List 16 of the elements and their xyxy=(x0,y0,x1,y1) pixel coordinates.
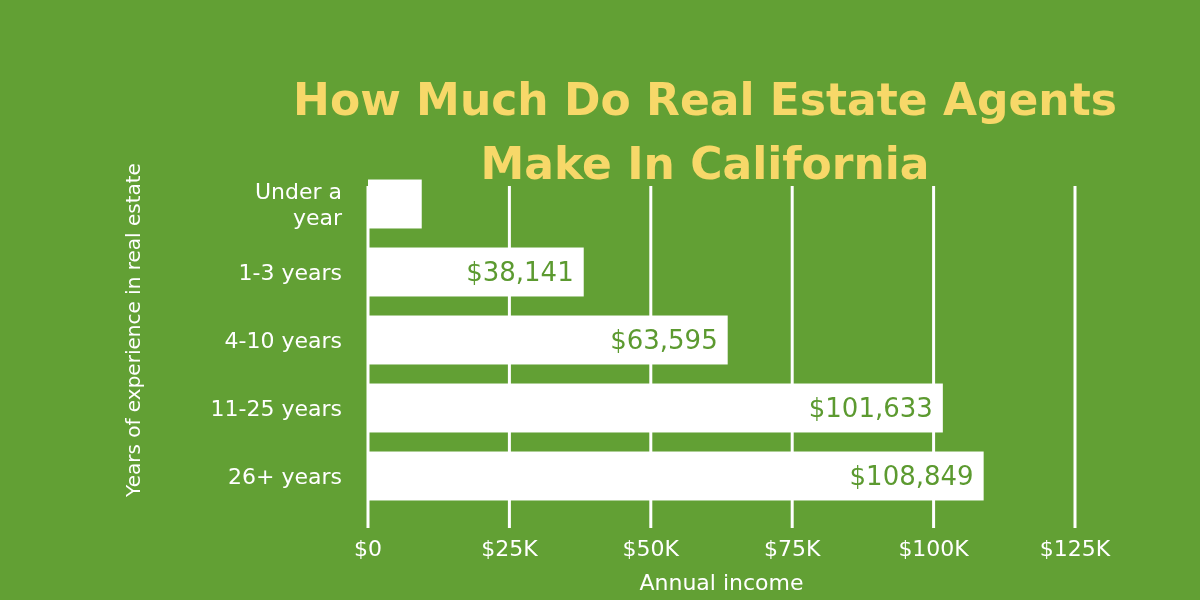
x-tick-label: $50K xyxy=(622,536,680,561)
data-label: $108,849 xyxy=(849,461,974,492)
y-tick-label: 11-25 years xyxy=(210,395,342,421)
x-tick-label: $25K xyxy=(481,536,539,561)
y-tick-label: 4-10 years xyxy=(224,327,342,353)
y-axis-title: Years of experience in real estate xyxy=(121,163,145,498)
y-tick-label: 26+ years xyxy=(228,463,342,489)
x-tick-label: $0 xyxy=(354,536,382,561)
x-tick-label: $100K xyxy=(898,536,970,561)
data-label: $63,595 xyxy=(610,325,718,356)
y-tick-label: 1-3 years xyxy=(238,259,342,285)
x-tick-label: $75K xyxy=(763,536,821,561)
data-label: $101,633 xyxy=(808,393,933,424)
data-label: $38,141 xyxy=(466,257,574,288)
x-axis-title: Annual income xyxy=(639,570,804,595)
x-tick-label: $125K xyxy=(1039,536,1111,561)
